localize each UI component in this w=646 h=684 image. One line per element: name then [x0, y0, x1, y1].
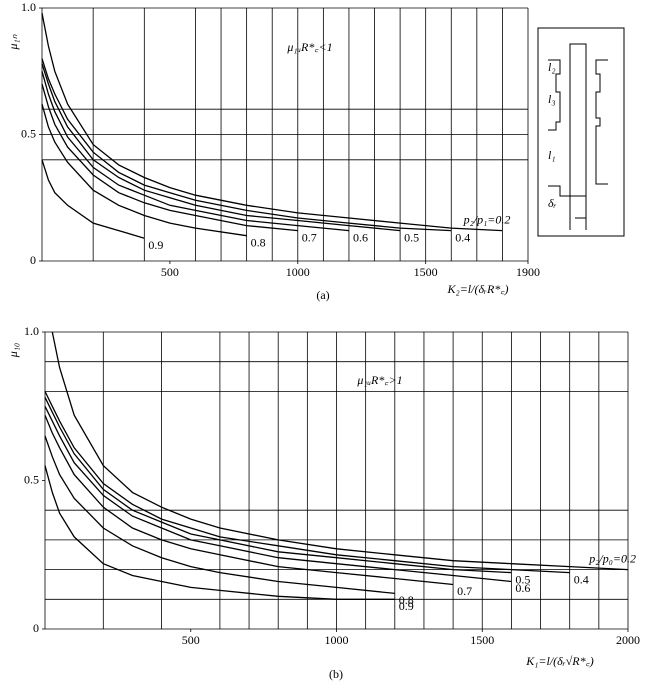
inset-label: l₁: [548, 148, 556, 162]
curve: [44, 435, 395, 595]
curve: [41, 58, 452, 232]
curve: [41, 83, 298, 232]
curve: [41, 159, 145, 239]
x-axis-label: K₁=l/(δᵣ√R*꜀): [525, 654, 594, 668]
series-label: 0.4: [455, 230, 470, 244]
y-tick-label: 0: [33, 621, 39, 635]
curve: [44, 391, 570, 574]
inset-label: l₂: [548, 60, 556, 74]
y-tick-label: 0: [30, 253, 36, 267]
series-label: 0.9: [148, 238, 163, 252]
series-label: 0.5: [404, 230, 419, 244]
curve: [44, 465, 395, 600]
x-tick-label: 1000: [286, 265, 310, 279]
x-tick-label: 1000: [325, 633, 349, 647]
x-tick-label: 500: [161, 265, 179, 279]
inset-label: δᵣ: [548, 196, 557, 210]
series-label: 0.8: [399, 593, 414, 607]
curve: [41, 103, 247, 237]
series-label: 0.4: [574, 572, 589, 586]
y-axis-label: μ₁₀: [6, 343, 20, 358]
y-tick-label: 1.0: [21, 0, 36, 14]
caption: (a): [316, 288, 329, 302]
x-tick-label: 1500: [414, 265, 438, 279]
curve: [51, 331, 629, 571]
curve: [44, 406, 512, 583]
x-tick-label: 2000: [616, 633, 640, 647]
y-tick-label: 1.0: [24, 324, 39, 338]
series-label: 0.7: [457, 584, 472, 598]
inset-diagram: [537, 27, 625, 237]
x-axis-label: K₂=l/(δᵣR*꜀): [447, 282, 509, 296]
x-tick-label: 1900: [516, 265, 540, 279]
caption: (b): [329, 667, 343, 681]
x-tick-label: 1500: [470, 633, 494, 647]
series-label: 0.6: [353, 230, 368, 244]
series-label: 0.6: [515, 581, 530, 595]
annotation: μ₁ᵤR*꜀<1: [286, 40, 332, 54]
series-label: p₂/p₁=0.2: [463, 212, 511, 226]
curve: [41, 71, 349, 232]
series-label: 0.5: [515, 572, 530, 586]
y-axis-label: μ₁ₙ: [6, 34, 20, 50]
curve: [44, 414, 454, 586]
y-tick-label: 0.5: [21, 126, 36, 140]
y-tick-label: 0.5: [24, 472, 39, 486]
series-label: 0.8: [251, 235, 266, 249]
series-label: 0.9: [399, 599, 414, 613]
series-label: p₂/p₀=0.2: [588, 551, 636, 565]
curve: [41, 63, 401, 232]
curve: [44, 397, 512, 574]
inset-label: l₃: [548, 92, 556, 106]
annotation: μ₁ᵤR*꜀>1: [356, 373, 402, 387]
curve: [41, 12, 503, 232]
series-label: 0.7: [302, 230, 317, 244]
x-tick-label: 500: [182, 633, 200, 647]
